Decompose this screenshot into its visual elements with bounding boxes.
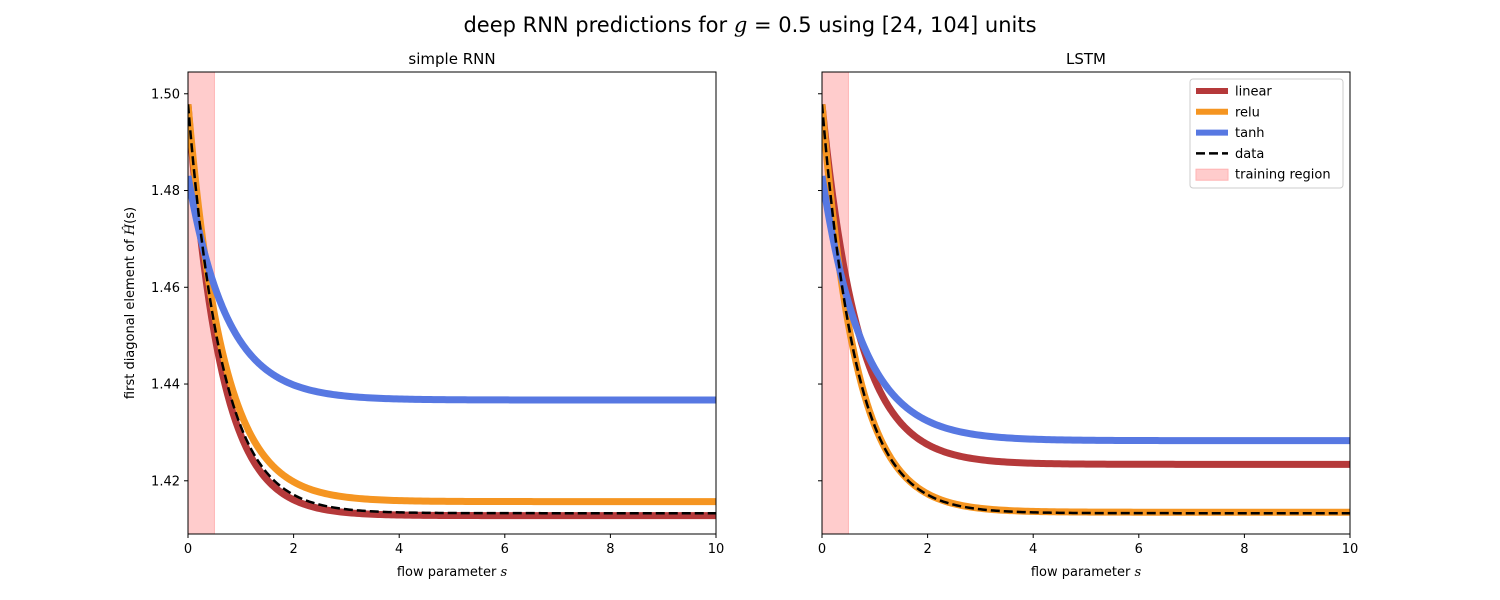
panel-title: LSTM [1066, 50, 1106, 68]
x-tick-label: 2 [923, 542, 931, 557]
series-data-line [822, 104, 1350, 515]
panel-title: simple RNN [408, 50, 495, 68]
axes-frame [821, 71, 1351, 535]
y-axis-label-prefix: first diagonal element of [123, 235, 138, 399]
x-tick-label: 10 [708, 542, 725, 557]
x-tick-label: 4 [1029, 542, 1037, 557]
x-tick-label: 10 [1342, 542, 1359, 557]
x-tick-label: 6 [501, 542, 509, 557]
legend: linear relu tanh data training region [1189, 78, 1344, 189]
y-tick-label: 1.46 [151, 281, 180, 296]
figure-title-var: g [734, 13, 747, 37]
figure-title-eq: = 0.5 [747, 13, 811, 37]
legend-label-training-region: training region [1235, 168, 1331, 183]
x-axis-label-left: flow parameter s [397, 565, 508, 580]
y-tick-label: 1.42 [151, 474, 180, 489]
x-tick-label: 8 [1240, 542, 1248, 557]
legend-label-tanh: tanh [1235, 126, 1265, 141]
y-axis-label: first diagonal element of Ĥ(s) [122, 207, 138, 399]
figure-title-suffix: using [24, 104] units [812, 13, 1037, 37]
x-axis-label-right: flow parameter s [1031, 565, 1142, 580]
panel-lstm: 0 2 4 6 8 10 LSTM [818, 50, 1358, 557]
series-tanh-line [822, 175, 1350, 445]
legend-label-data: data [1235, 147, 1264, 162]
series-tanh-line [188, 175, 716, 404]
legend-label-linear: linear [1235, 85, 1272, 100]
x-tick-label: 6 [1135, 542, 1143, 557]
x-tick-label: 2 [289, 542, 297, 557]
y-tick-label: 1.44 [151, 378, 180, 393]
legend-swatch-training-region [1195, 168, 1229, 181]
series-linear-line [188, 104, 716, 520]
figure-title-prefix: deep RNN predictions for [463, 13, 733, 37]
x-tick-label: 0 [184, 542, 192, 557]
series-relu-line [188, 104, 716, 506]
y-tick-label: 1.50 [151, 87, 180, 102]
legend-label-relu: relu [1235, 105, 1260, 120]
series-linear-line [822, 104, 1350, 468]
y-axis-label-arg: (s) [123, 207, 138, 224]
panel-simple-rnn: 0 2 4 6 8 10 1.42 1.44 1.46 1.48 1.50 simple RNN [151, 50, 724, 557]
y-tick-label: 1.48 [151, 184, 180, 199]
x-tick-label: 4 [395, 542, 403, 557]
axes-frame [187, 71, 717, 535]
y-axis-label-symbol: Ĥ [122, 223, 138, 236]
series-data-line [188, 104, 716, 515]
x-tick-label: 0 [818, 542, 826, 557]
legend-frame [1189, 78, 1344, 189]
figure-title: deep RNN predictions for g = 0.5 using [… [463, 13, 1036, 37]
x-tick-label: 8 [606, 542, 614, 557]
